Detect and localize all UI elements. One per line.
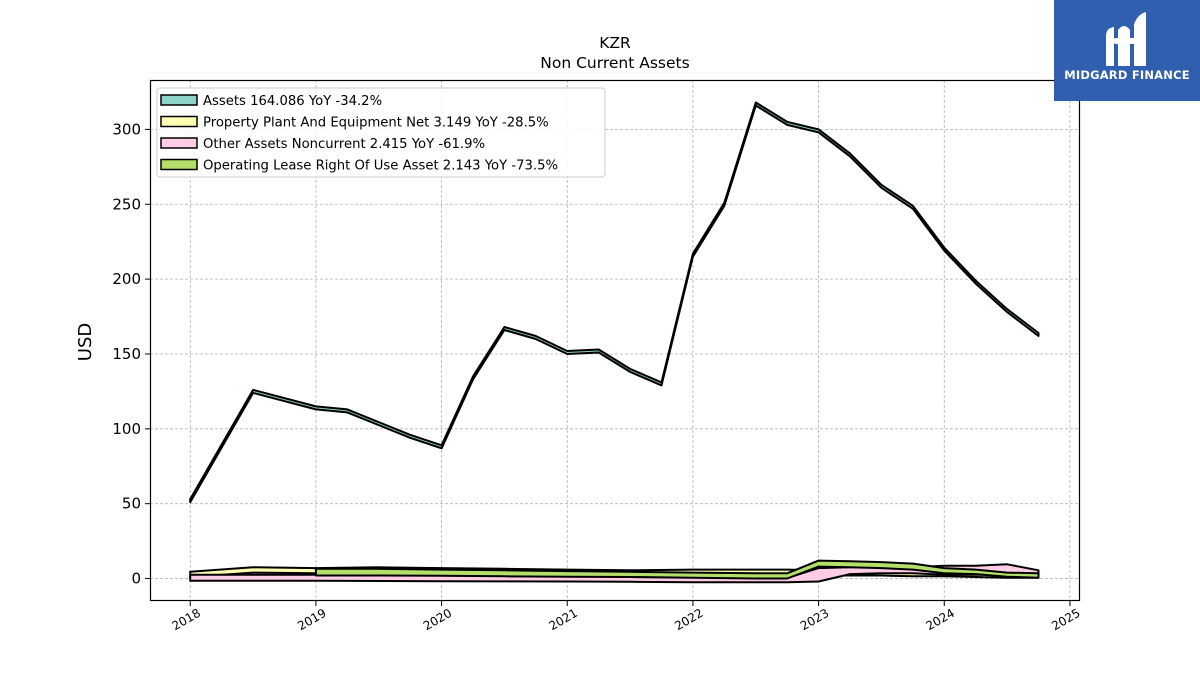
legend-label: Other Assets Noncurrent 2.415 YoY -61.9% <box>203 137 485 152</box>
legend-swatch <box>160 94 198 106</box>
y-tick-label: 0 <box>131 570 141 588</box>
y-tick-label: 250 <box>112 195 141 213</box>
y-tick-label: 100 <box>112 420 141 438</box>
chart-subtitle: Non Current Assets <box>540 54 689 72</box>
axis-ticks: 0 50 100 150 200 250 300 2018 2019 2020 2021 2022 20… <box>112 120 1082 633</box>
y-tick-label: 150 <box>112 345 141 363</box>
brand-name: MIDGARD FINANCE <box>1064 68 1190 82</box>
legend: Assets 164.086 YoY -34.2% Property Plant … <box>156 87 606 178</box>
legend-swatch <box>160 158 198 171</box>
y-tick-label: 50 <box>122 495 141 513</box>
y-tick-label: 300 <box>112 120 141 138</box>
x-tick-label: 2018 <box>169 606 202 633</box>
plot-frame <box>149 79 1081 602</box>
x-tick-label: 2020 <box>421 606 454 633</box>
series-band-0 <box>189 101 1040 504</box>
x-tick-label: 2019 <box>295 606 328 633</box>
series-band-3 <box>314 559 1040 580</box>
brand-logo: MIDGARD FINANCE <box>1054 0 1200 101</box>
legend-frame <box>156 87 606 178</box>
x-tick-label: 2022 <box>672 606 705 633</box>
brand-mark-icon <box>1106 12 1146 66</box>
legend-label: Assets 164.086 YoY -34.2% <box>203 94 382 109</box>
legend-label: Operating Lease Right Of Use Asset 2.143… <box>203 159 558 174</box>
x-tick-label: 2021 <box>547 606 580 633</box>
x-tick-label: 2025 <box>1049 606 1082 633</box>
y-tick-label: 200 <box>112 270 141 288</box>
y-axis-label: USD <box>75 323 96 361</box>
chart-title: KZR <box>599 34 631 52</box>
legend-swatch <box>160 115 198 128</box>
series-layer <box>189 101 1040 584</box>
x-tick-label: 2024 <box>924 606 957 633</box>
x-tick-label: 2023 <box>798 606 831 633</box>
legend-swatch <box>160 137 198 149</box>
legend-label: Property Plant And Equipment Net 3.149 Y… <box>203 116 549 131</box>
